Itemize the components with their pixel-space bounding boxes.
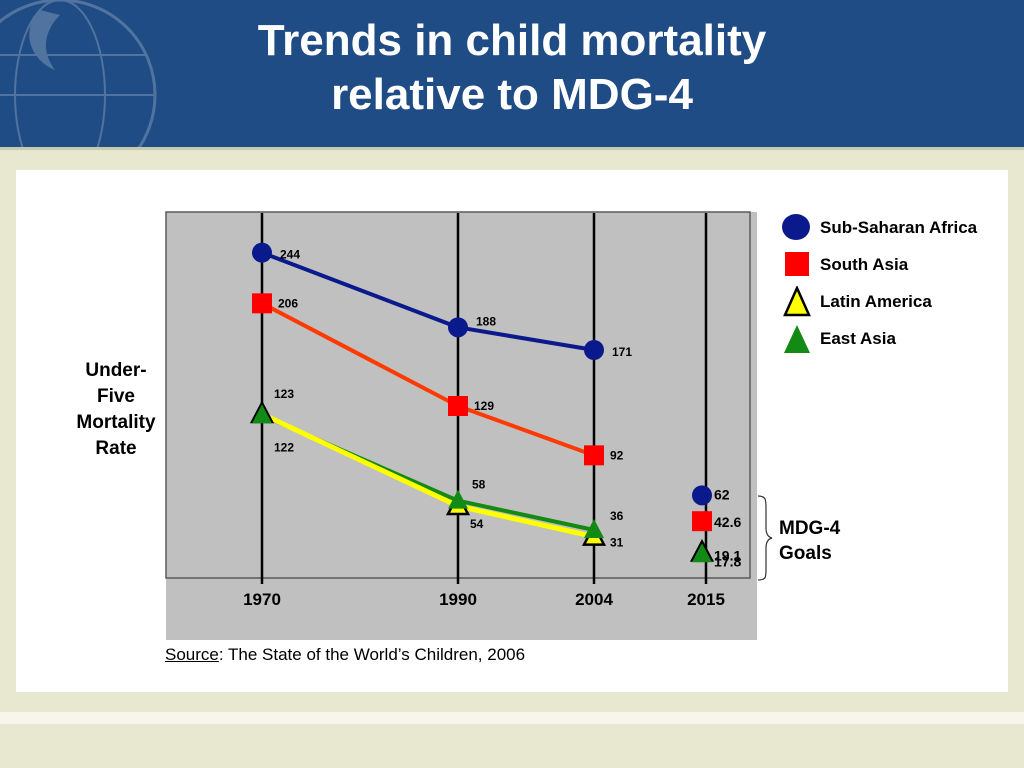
goal-marker-east-asia xyxy=(692,543,712,563)
x-tick-label: 1970 xyxy=(243,590,281,609)
mdg-label-line: MDG-4 xyxy=(779,518,841,539)
legend-symbol xyxy=(783,286,811,317)
legend-label: Latin America xyxy=(820,292,932,311)
legend-label: Sub-Saharan Africa xyxy=(820,218,978,237)
legend-label: East Asia xyxy=(820,329,896,348)
y-axis-label-line: Rate xyxy=(95,438,137,459)
data-label: 206 xyxy=(278,296,298,310)
globe-logo-watermark xyxy=(0,0,157,147)
y-axis-label-line: Mortality xyxy=(76,412,156,433)
data-point-south-asia xyxy=(252,293,272,314)
source-citation: Source: The State of the World’s Childre… xyxy=(165,645,525,665)
data-label: 129 xyxy=(474,399,494,413)
legend-symbol xyxy=(784,325,810,353)
data-label: 171 xyxy=(612,345,632,359)
data-label: 188 xyxy=(476,314,496,328)
title-line-1: Trends in child mortality xyxy=(257,16,767,65)
data-point-east-asia xyxy=(448,489,468,509)
mdg-label-line: Goals xyxy=(779,543,832,564)
data-point-sub-saharan-africa xyxy=(252,242,272,263)
legend-triangle-icon xyxy=(783,286,811,317)
mdg-goals-brace xyxy=(757,495,773,581)
page-title: Trends in child mortality relative to MD… xyxy=(0,14,1024,122)
data-point-east-asia xyxy=(252,404,272,424)
data-markers xyxy=(249,242,715,563)
data-point-sub-saharan-africa xyxy=(448,317,468,338)
goal-label: 19.1 xyxy=(714,548,741,564)
data-label: 36 xyxy=(610,509,624,523)
goal-label: 42.6 xyxy=(714,514,741,530)
legend-triangle-icon xyxy=(784,325,810,353)
legend-circle-icon xyxy=(782,214,810,240)
legend-label: South Asia xyxy=(820,255,909,274)
source-label: Source xyxy=(165,645,219,664)
data-point-sub-saharan-africa xyxy=(584,340,604,360)
x-tick-label: 2015 xyxy=(687,590,725,609)
data-label: 122 xyxy=(274,440,294,454)
chart-area-background xyxy=(166,212,757,640)
data-label: 54 xyxy=(470,517,484,531)
data-labels: 244 188 171 62 206 129 92 42.6 123 54 31 19.1 122 58 3… xyxy=(274,248,741,570)
x-tick-label: 2004 xyxy=(575,590,613,609)
y-axis-label-line: Under- xyxy=(85,360,147,381)
goal-label: 17.8 xyxy=(714,553,741,569)
mdg-goals-label: MDG-4 Goals xyxy=(779,516,840,566)
legend-symbol xyxy=(785,252,809,276)
footer-band xyxy=(0,712,1024,724)
data-label: 92 xyxy=(610,448,624,462)
header-divider xyxy=(0,147,1024,150)
title-line-2: relative to MDG-4 xyxy=(331,70,693,119)
goal-label: 62 xyxy=(714,486,730,502)
x-tick-label: 1990 xyxy=(439,590,477,609)
goal-marker-sub-saharan-africa xyxy=(692,485,712,506)
y-axis-label: Under- Five Mortality Rate xyxy=(66,358,166,462)
data-label: 123 xyxy=(274,387,294,401)
legend-symbol xyxy=(782,214,810,240)
legend-square-icon xyxy=(785,252,809,276)
data-point-south-asia xyxy=(448,396,468,416)
x-axis-ticks: 1970 1990 2004 2015 xyxy=(243,590,725,609)
title-banner: Trends in child mortality relative to MD… xyxy=(0,0,1024,147)
data-label: 31 xyxy=(610,536,624,550)
data-label: 58 xyxy=(472,478,486,492)
data-point-east-asia xyxy=(584,519,604,538)
goal-marker-south-asia xyxy=(692,511,712,532)
source-text: : The State of the World’s Children, 200… xyxy=(218,645,526,664)
data-point-south-asia xyxy=(584,445,604,466)
data-label: 244 xyxy=(280,248,300,262)
y-axis-label-line: Five xyxy=(96,386,136,407)
